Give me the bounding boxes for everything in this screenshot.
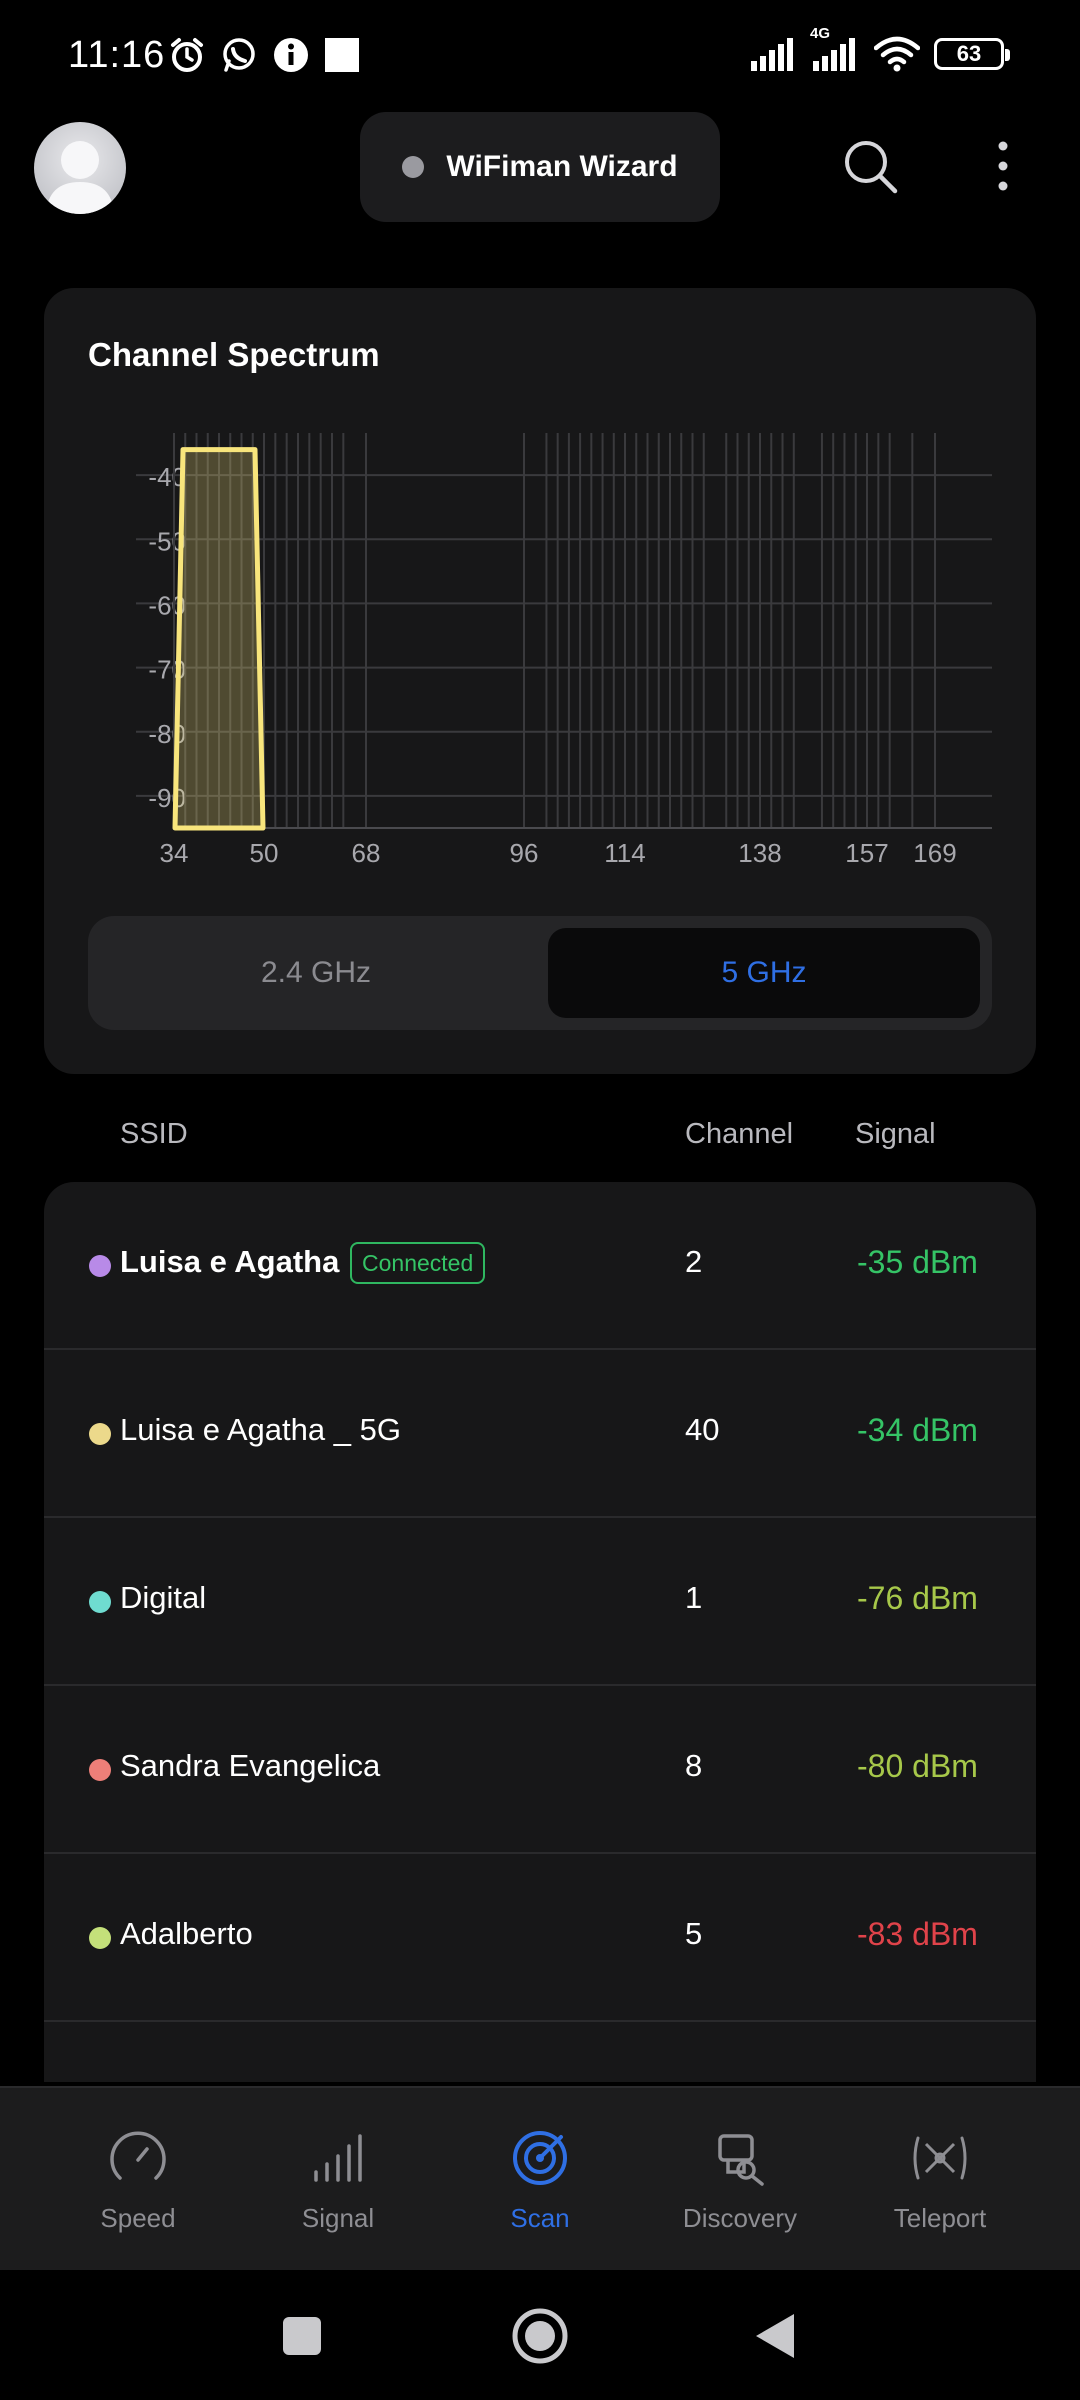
network-ssid: Luisa e Agatha bbox=[120, 1244, 340, 1279]
search-icon[interactable] bbox=[840, 136, 900, 196]
signal-4g-group: 4G bbox=[810, 25, 860, 71]
band-option-2-4ghz[interactable]: 2.4 GHz bbox=[260, 956, 372, 989]
x-tick-label: 68 bbox=[352, 838, 381, 868]
nav-teleport[interactable]: Teleport bbox=[840, 2088, 1040, 2272]
header-channel: Channel bbox=[685, 1118, 794, 1150]
network-color-dot bbox=[89, 1591, 111, 1613]
wizard-status-dot bbox=[402, 156, 425, 178]
network-row-4[interactable]: Sandra Evangelica 8 -80 dBm bbox=[44, 1686, 1036, 1854]
band-option-5ghz[interactable]: 5 GHz bbox=[548, 928, 980, 1018]
network-ssid: Luisa e Agatha _ 5G bbox=[120, 1412, 401, 1447]
nav-signal-label: Signal bbox=[301, 2203, 375, 2233]
header-ssid: SSID bbox=[120, 1118, 188, 1150]
avatar-person-icon bbox=[46, 141, 114, 214]
status-bar: 11:16 bbox=[0, 0, 1080, 110]
alarm-icon bbox=[171, 38, 203, 72]
wifiman-wizard-button[interactable]: WiFiman Wizard bbox=[360, 112, 720, 222]
wifi-icon bbox=[874, 36, 920, 72]
system-nav-bar bbox=[0, 2270, 1080, 2400]
header-signal: Signal bbox=[855, 1118, 936, 1150]
signal-bars-icon bbox=[314, 2134, 362, 2182]
wizard-label: WiFiman Wizard bbox=[446, 150, 678, 183]
x-tick-label: 50 bbox=[250, 838, 279, 868]
network-signal: -83 dBm bbox=[857, 1916, 978, 1952]
network-color-dot bbox=[89, 1759, 111, 1781]
x-tick-label: 157 bbox=[845, 838, 888, 868]
bottom-nav: Speed Signal Scan Discovery bbox=[0, 2086, 1080, 2270]
network-row-1[interactable]: Luisa e Agatha Connected 2 -35 dBm bbox=[44, 1182, 1036, 1350]
network-signal: -35 dBm bbox=[857, 1244, 978, 1280]
nav-speed[interactable]: Speed bbox=[38, 2088, 238, 2272]
y-tick-label: -90 bbox=[148, 783, 186, 813]
home-icon[interactable] bbox=[510, 2306, 570, 2366]
network-channel: 8 bbox=[685, 1748, 703, 1783]
signal-icon-secondary bbox=[813, 38, 855, 71]
x-tick-label: 138 bbox=[738, 838, 781, 868]
status-right-icons: 4G 63 bbox=[750, 25, 1010, 72]
network-list: Luisa e Agatha Connected 2 -35 dBm Luisa… bbox=[44, 1182, 1036, 2082]
nav-teleport-label: Teleport bbox=[893, 2203, 987, 2233]
network-signal: -76 dBm bbox=[857, 1580, 978, 1616]
signal-icon bbox=[751, 38, 793, 71]
scan-icon bbox=[513, 2131, 567, 2185]
network-type-label: 4G bbox=[810, 25, 831, 42]
avatar[interactable] bbox=[34, 122, 126, 214]
signal-area-channel-40 bbox=[172, 447, 266, 831]
band-toggle: 2.4 GHz 5 GHz bbox=[88, 916, 992, 1030]
network-row-3[interactable]: Digital 1 -76 dBm bbox=[44, 1518, 1036, 1686]
network-channel: 40 bbox=[685, 1412, 720, 1447]
status-time: 11:16 bbox=[68, 34, 166, 76]
discovery-icon bbox=[718, 2134, 764, 2186]
nav-signal[interactable]: Signal bbox=[238, 2088, 438, 2272]
nav-speed-label: Speed bbox=[100, 2203, 176, 2233]
network-row-5[interactable]: Adalberto 5 -83 dBm bbox=[44, 1854, 1036, 2022]
x-tick-label: 169 bbox=[913, 838, 956, 868]
network-ssid: Digital bbox=[120, 1580, 207, 1615]
network-signal: -80 dBm bbox=[857, 1748, 978, 1784]
network-color-dot bbox=[89, 1255, 111, 1277]
network-row-2[interactable]: Luisa e Agatha _ 5G 40 -34 dBm bbox=[44, 1350, 1036, 1518]
network-color-dot bbox=[89, 1423, 111, 1445]
more-vert-icon[interactable] bbox=[986, 136, 1020, 196]
network-ssid: Adalberto bbox=[120, 1916, 253, 1951]
teleport-icon bbox=[913, 2136, 967, 2180]
spectrum-title: Channel Spectrum bbox=[88, 336, 380, 373]
x-tick-label: 34 bbox=[160, 838, 189, 868]
y-tick-label: -80 bbox=[148, 719, 186, 749]
nav-scan-label: Scan bbox=[510, 2203, 570, 2233]
x-tick-label: 114 bbox=[604, 838, 645, 868]
network-signal: -34 dBm bbox=[857, 1412, 978, 1448]
battery-level: 63 bbox=[956, 41, 982, 66]
network-channel: 2 bbox=[685, 1244, 703, 1279]
nav-discovery-label: Discovery bbox=[682, 2203, 798, 2233]
info-icon bbox=[274, 38, 308, 72]
back-icon[interactable] bbox=[752, 2310, 796, 2362]
nav-scan[interactable]: Scan bbox=[440, 2088, 640, 2272]
network-color-dot bbox=[89, 1927, 111, 1949]
network-ssid: Sandra Evangelica bbox=[120, 1748, 381, 1783]
square-notification-icon bbox=[325, 38, 359, 72]
speed-icon bbox=[110, 2131, 166, 2180]
recents-icon[interactable] bbox=[280, 2314, 324, 2358]
status-left-icons bbox=[168, 36, 360, 74]
connected-badge: Connected bbox=[350, 1242, 486, 1284]
whatsapp-icon bbox=[223, 38, 255, 72]
x-tick-label: 96 bbox=[510, 838, 539, 868]
nav-discovery[interactable]: Discovery bbox=[640, 2088, 840, 2272]
channel-spectrum-card: Channel Spectrum -40 -50 -60 -70 -80 -90 34 50 6… bbox=[44, 288, 1036, 1074]
battery-icon: 63 bbox=[934, 38, 1010, 70]
network-table-header: SSID Channel Signal bbox=[0, 1118, 1080, 1166]
network-channel: 5 bbox=[685, 1916, 703, 1951]
network-channel: 1 bbox=[685, 1580, 703, 1615]
